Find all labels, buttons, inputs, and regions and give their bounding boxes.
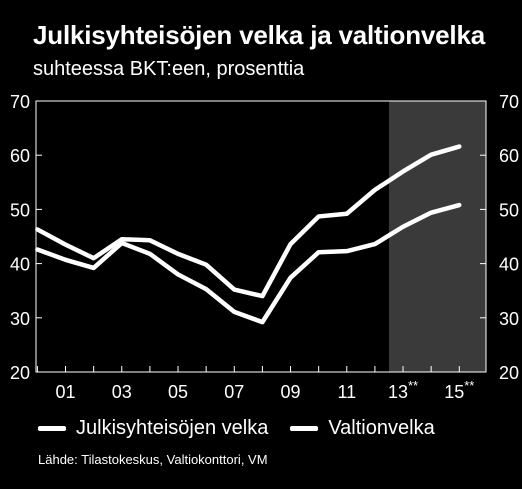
y-tick-label-left: 20 [10,363,30,383]
y-tick-label-right: 60 [499,146,519,166]
y-tick-label-left: 70 [10,92,30,112]
legend-item-public-debt: Julkisyhteisöjen velka [38,417,268,440]
y-tick-label-left: 30 [10,309,30,329]
legend-item-central-gov-debt: Valtionvelka [290,417,435,440]
plot-frame [35,100,487,373]
x-tick-label: 05 [168,382,188,402]
legend-swatch-central-gov-debt [290,426,319,431]
x-tick-label: 15** [444,378,474,402]
y-tick-label-right: 50 [499,200,519,220]
forecast-band [388,101,486,372]
legend-label-central-gov-debt: Valtionvelka [328,417,435,439]
x-tick-label: 07 [224,382,244,402]
x-tick-label: 11 [337,382,356,402]
x-tick-label: 01 [56,382,76,402]
source-note: Lähde: Tilastokeskus, Valtiokonttori, VM [38,452,268,467]
x-tick-label: 03 [112,382,132,402]
series-line-central-gov-debt [35,202,462,325]
legend-swatch-public-debt [38,426,66,431]
chart-legend: Julkisyhteisöjen velka Valtionvelka [38,417,457,440]
legend-label-public-debt: Julkisyhteisöjen velka [76,417,269,439]
y-tick-label-right: 40 [499,255,519,275]
chart-subtitle: suhteessa BKT:een, prosenttia [33,58,305,80]
series-line-public-debt [35,144,462,299]
y-tick-label-right: 30 [499,309,519,329]
y-tick-label-left: 50 [10,200,30,220]
y-tick-label-left: 40 [10,255,30,275]
y-tick-label-right: 70 [499,92,519,112]
chart-title: Julkisyhteisöjen velka ja valtionvelka [33,20,485,50]
y-tick-label-left: 60 [10,146,30,166]
x-tick-label: 09 [281,382,301,402]
y-tick-label-right: 20 [499,363,519,383]
x-tick-label: 13** [388,378,418,402]
